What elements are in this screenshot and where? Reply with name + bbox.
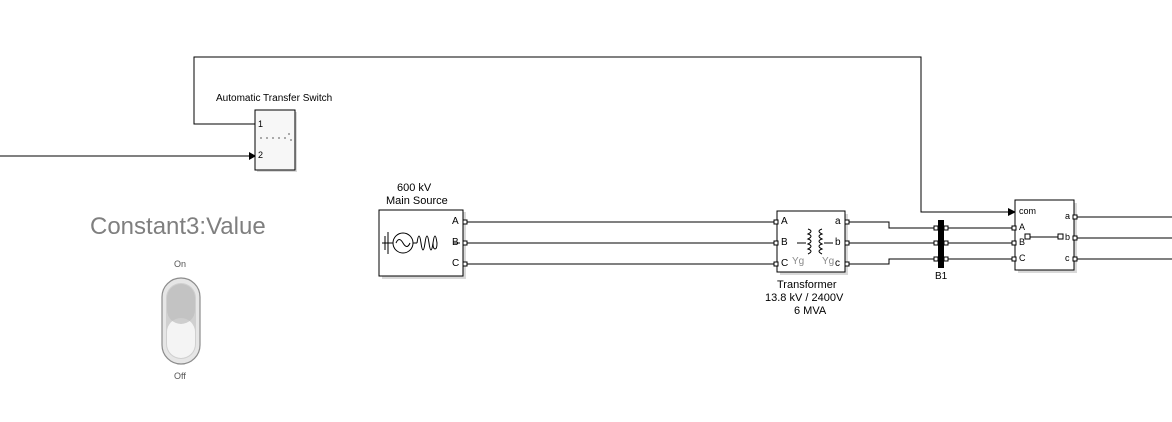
source-port-b: B (452, 237, 459, 248)
breaker-port-a: a (1065, 211, 1071, 221)
breaker-port-c: c (1065, 253, 1070, 263)
bus-b1[interactable] (933, 220, 949, 268)
ats-icon (260, 133, 292, 141)
transformer-rating-label: 6 MVA (794, 305, 827, 317)
breaker-port-A: A (1019, 222, 1026, 232)
transformer-port-b: b (835, 237, 841, 248)
ats-block[interactable] (254, 109, 297, 172)
signal-wire-top[interactable] (193, 56, 1010, 213)
arrow-com-icon (1008, 208, 1016, 216)
breaker-com-label: com (1019, 206, 1037, 216)
power-wires-transformer[interactable] (849, 221, 935, 265)
transformer-voltage-label: 13.8 kV / 2400V (765, 292, 844, 304)
transformer-port-a: a (835, 216, 841, 227)
source-port-c: C (452, 258, 460, 269)
source-port-a: A (452, 216, 459, 227)
ats-port-2-label: 2 (258, 150, 264, 160)
transformer-port-B: B (781, 237, 788, 248)
transformer-winding-right: Yg (822, 256, 835, 267)
toggle-switch[interactable] (161, 277, 201, 365)
transformer-port-c: c (835, 258, 840, 269)
ac-source-icon (382, 232, 460, 254)
toggle-on-label: On (174, 259, 187, 269)
transformer-winding-left: Yg (792, 256, 805, 267)
arrow-port2-icon (249, 152, 256, 160)
breaker-switch-icon (1024, 233, 1064, 240)
main-source-voltage-label: 600 kV (397, 182, 432, 194)
breaker-port-B: B (1019, 237, 1026, 247)
constant-display-label: Constant3:Value (90, 213, 266, 240)
signal-wires (0, 56, 1010, 213)
main-source-block[interactable] (378, 209, 466, 279)
power-wires-bus[interactable] (948, 227, 1013, 260)
source-port-markers (462, 219, 468, 267)
transformer-block[interactable] (773, 210, 850, 275)
main-source-name-label: Main Source (386, 195, 448, 207)
transformer-coil-icon (797, 228, 833, 255)
power-wires-source[interactable] (466, 221, 774, 265)
toggle-off-label: Off (174, 371, 186, 381)
bus-label: B1 (935, 271, 948, 282)
breaker-block[interactable] (1011, 199, 1078, 273)
ats-title: Automatic Transfer Switch (216, 93, 333, 104)
power-wires-output[interactable] (1077, 216, 1172, 260)
ats-port-1-label: 1 (258, 119, 264, 129)
transformer-port-C: C (781, 258, 789, 269)
transformer-name-label: Transformer (777, 279, 837, 291)
transformer-port-A: A (781, 216, 788, 227)
breaker-port-b: b (1065, 232, 1071, 242)
breaker-port-C: C (1019, 253, 1026, 263)
